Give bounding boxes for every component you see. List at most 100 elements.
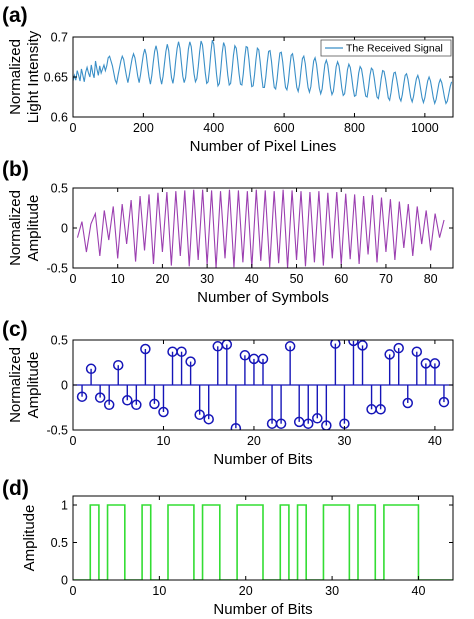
- stem-marker: [429, 358, 441, 369]
- y-tick-label: -0.5: [46, 262, 68, 276]
- stem-marker: [438, 396, 450, 408]
- x-tick-label: 800: [344, 121, 365, 135]
- panel-label: (a): [2, 4, 28, 27]
- panel-a: (a) 0 200 400 600 800 1000 0.6 0.65 0.7 Number of …: [2, 4, 454, 155]
- stem-marker: [131, 399, 142, 411]
- x-tick-label: 70: [379, 272, 393, 286]
- x-axis-label: Number of Bits: [213, 601, 312, 618]
- bit-waveform: [73, 504, 453, 580]
- legend-entry: The Received Signal: [346, 43, 443, 55]
- y-axis-label: Normalized: [7, 347, 24, 423]
- x-tick-label: 10: [152, 584, 166, 598]
- x-tick-label: 0: [70, 584, 77, 598]
- x-tick-label: 600: [274, 121, 295, 135]
- plot-area: [76, 189, 445, 268]
- stem-marker: [384, 349, 395, 360]
- x-tick-label: 20: [155, 272, 169, 286]
- stem-marker: [94, 392, 106, 403]
- x-tick-label: 30: [200, 272, 214, 286]
- x-tick-label: 40: [245, 272, 259, 286]
- stem-marker: [275, 418, 287, 429]
- series-line: [76, 189, 445, 268]
- x-tick-label: 10: [111, 272, 125, 286]
- stem-marker: [194, 409, 205, 420]
- y-tick-label: 0.6: [51, 111, 68, 125]
- x-tick-label: 30: [337, 434, 351, 448]
- stem-marker: [411, 346, 423, 357]
- legend: The Received Signal: [320, 39, 452, 57]
- plot-area: [73, 40, 453, 106]
- stem-marker: [140, 343, 151, 355]
- stem-marker: [393, 342, 404, 354]
- y-tick-label: 0.7: [51, 31, 68, 45]
- stem-marker: [221, 340, 233, 350]
- panel-label: (b): [2, 158, 29, 181]
- y-tick-label: 1: [61, 499, 68, 513]
- axes-box: [72, 495, 454, 581]
- panel-label: (d): [2, 477, 29, 500]
- series-line: [73, 40, 453, 106]
- y-axis-label: Light Intensity: [25, 30, 42, 123]
- stem-marker: [239, 350, 251, 361]
- stem-marker: [357, 340, 368, 351]
- x-tick-label: 20: [247, 434, 261, 448]
- stem-marker: [330, 340, 341, 349]
- stem-marker: [185, 356, 196, 367]
- stem-marker: [284, 341, 296, 352]
- x-tick-label: 10: [157, 434, 171, 448]
- stem-marker: [257, 353, 269, 365]
- stem-marker: [85, 363, 97, 375]
- stem-marker: [375, 404, 386, 415]
- x-tick-label: 20: [239, 584, 253, 598]
- y-tick-label: 0: [61, 379, 68, 393]
- y-tick-label: 0.65: [44, 71, 68, 85]
- x-tick-label: 40: [428, 434, 442, 448]
- stem-marker: [112, 359, 124, 371]
- panel-label: (c): [2, 318, 28, 341]
- x-tick-label: 30: [325, 584, 339, 598]
- stem-marker: [158, 406, 169, 418]
- x-tick-label: 0: [70, 121, 77, 135]
- y-tick-label: 0.5: [51, 182, 68, 196]
- panel-d: (d) 0 10 20 30 40 0 0.5 1 Number of Bits Amplitude: [2, 477, 454, 618]
- stem-marker: [402, 397, 414, 409]
- stem-marker: [76, 391, 88, 402]
- x-tick-label: 400: [203, 121, 224, 135]
- stem-marker: [176, 346, 187, 357]
- plot-area: [73, 504, 453, 580]
- y-tick-label: 0: [61, 222, 68, 236]
- y-axis-label: Normalized: [7, 190, 24, 266]
- stem-marker: [103, 399, 115, 411]
- x-axis-label: Number of Symbols: [197, 289, 329, 306]
- stem-marker: [348, 340, 359, 347]
- stem-marker: [312, 413, 323, 424]
- stem-marker: [321, 420, 332, 430]
- y-tick-label: 0.5: [51, 536, 68, 550]
- stem-marker: [203, 413, 214, 425]
- x-tick-label: 50: [290, 272, 304, 286]
- x-tick-label: 1000: [411, 121, 439, 135]
- stem-marker: [302, 418, 314, 429]
- y-axis-label: Amplitude: [25, 195, 42, 262]
- y-axis-label: Amplitude: [21, 505, 38, 572]
- x-axis-label: Number of Bits: [213, 451, 312, 468]
- y-tick-label: -0.5: [46, 424, 68, 438]
- x-tick-label: 200: [133, 121, 154, 135]
- y-tick-label: 0: [61, 574, 68, 588]
- stem-marker: [149, 398, 160, 410]
- stem-marker: [122, 395, 133, 406]
- y-axis-label: Normalized: [7, 39, 24, 115]
- x-tick-label: 80: [424, 272, 438, 286]
- plot-area: [73, 340, 453, 430]
- x-tick-label: 60: [334, 272, 348, 286]
- x-tick-label: 0: [70, 434, 77, 448]
- y-tick-label: 0.5: [51, 334, 68, 348]
- legend-box: [320, 39, 452, 57]
- x-axis-label: Number of Pixel Lines: [190, 138, 337, 155]
- x-tick-label: 40: [412, 584, 426, 598]
- y-axis-label: Amplitude: [25, 352, 42, 419]
- stem-marker: [230, 422, 242, 430]
